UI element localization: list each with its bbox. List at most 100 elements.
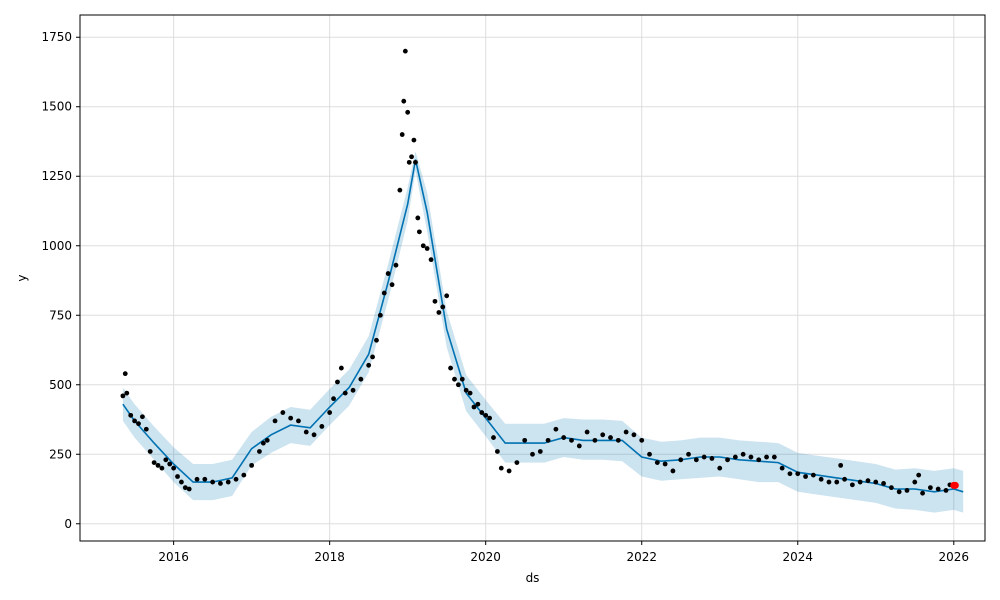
observed-point [865,478,871,484]
x-tick-label: 2022 [626,550,657,564]
observed-point [416,229,422,235]
observed-point [463,387,469,393]
observed-point [377,312,383,318]
observed-point [904,488,910,493]
observed-point [514,460,520,466]
observed-point [491,435,496,440]
y-tick-label: 1000 [41,239,72,253]
observed-point [374,337,379,343]
observed-point [194,476,200,482]
observed-point [385,271,391,276]
observed-point [202,476,208,482]
observed-point [795,471,801,477]
observed-point [494,449,500,454]
observed-point [311,432,317,438]
observed-point [927,485,933,491]
observed-point [428,257,434,263]
observed-point [257,449,262,454]
observed-point [771,454,777,460]
observed-point [935,486,941,492]
observed-point [218,481,223,486]
observed-point [857,479,863,485]
observed-point [678,457,684,463]
observed-point [455,382,461,388]
y-tick-label: 1250 [41,169,72,183]
y-tick-label: 1500 [41,100,72,114]
observed-point [397,187,403,193]
observed-point [179,479,184,485]
observed-point [147,449,153,454]
observed-point [264,437,270,443]
observed-point [639,437,645,443]
observed-point [440,304,446,310]
y-tick-label: 0 [64,517,72,531]
observed-point [350,387,356,393]
observed-point [171,465,177,471]
observed-point [487,415,492,421]
observed-point [779,465,785,471]
observed-point [175,474,180,479]
observed-point [389,282,395,288]
observed-point [553,426,559,432]
observed-point [600,432,606,438]
observed-point [475,401,481,407]
observed-point [331,396,336,402]
observed-point [415,215,421,221]
observed-point [405,109,411,115]
observed-point [140,414,145,420]
observed-point [818,476,824,482]
x-tick-label: 2024 [782,550,813,564]
y-tick-label: 750 [49,308,72,322]
observed-point [182,485,188,491]
observed-point [592,437,598,443]
observed-point [338,365,344,371]
y-tick-label: 500 [49,378,72,392]
observed-point [436,310,442,315]
observed-point [740,451,746,457]
observed-point [896,489,902,495]
observed-point [186,486,192,492]
observed-point [233,476,239,482]
observed-point [717,465,723,471]
observed-point [615,437,621,443]
observed-point [335,379,340,385]
observed-point [920,490,925,496]
x-tick-label: 2026 [939,550,970,564]
observed-point [432,298,438,304]
observed-point [732,454,738,460]
observed-point [303,429,309,435]
observed-point [584,429,590,435]
observed-point [401,98,407,104]
observed-point [366,362,372,368]
observed-point [498,465,504,471]
observed-point [163,457,169,463]
y-axis-label: y [15,274,29,281]
observed-point [810,472,816,478]
observed-point [849,482,855,488]
observed-point [756,457,762,463]
observed-point [912,479,918,485]
observed-point [631,432,637,438]
observed-point [826,479,832,485]
observed-point [483,412,489,418]
observed-point [151,460,157,466]
y-tick-label: 1750 [41,30,72,44]
observed-point [167,461,173,467]
observed-point [842,476,847,482]
grid-lines [80,15,985,541]
observed-point [342,390,348,396]
observed-point [120,393,126,399]
observed-point [272,418,278,424]
observed-point [124,390,130,396]
x-tick-label: 2016 [158,550,189,564]
highlight-point [951,481,959,489]
observed-point [296,418,301,424]
observed-point [136,421,141,427]
observed-point [569,437,574,443]
observed-point [122,371,128,377]
observed-point [409,154,414,160]
x-axis-ticks: 2016 2018 2020 2022 2024 2026 [158,541,969,564]
y-tick-label: 250 [49,447,72,461]
observed-point [424,246,430,251]
